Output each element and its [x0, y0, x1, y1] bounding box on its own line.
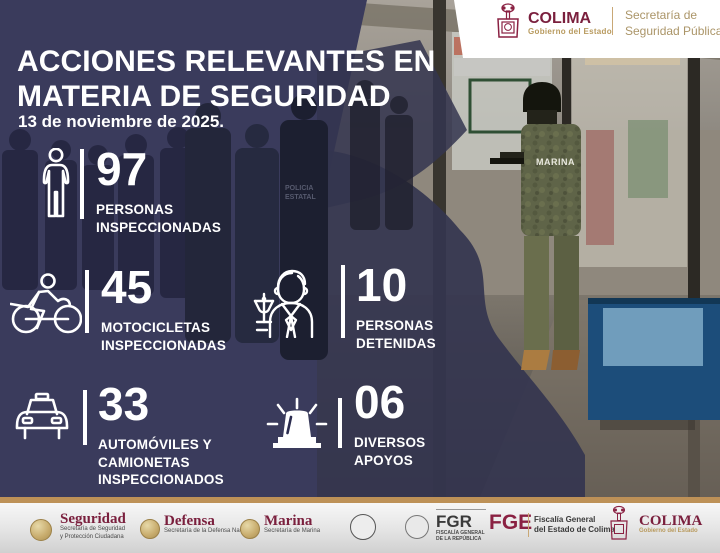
- svg-text:ESTATAL: ESTATAL: [285, 194, 316, 201]
- svg-text:MARINA: MARINA: [536, 157, 575, 167]
- svg-text:POLICIA: POLICIA: [285, 185, 313, 192]
